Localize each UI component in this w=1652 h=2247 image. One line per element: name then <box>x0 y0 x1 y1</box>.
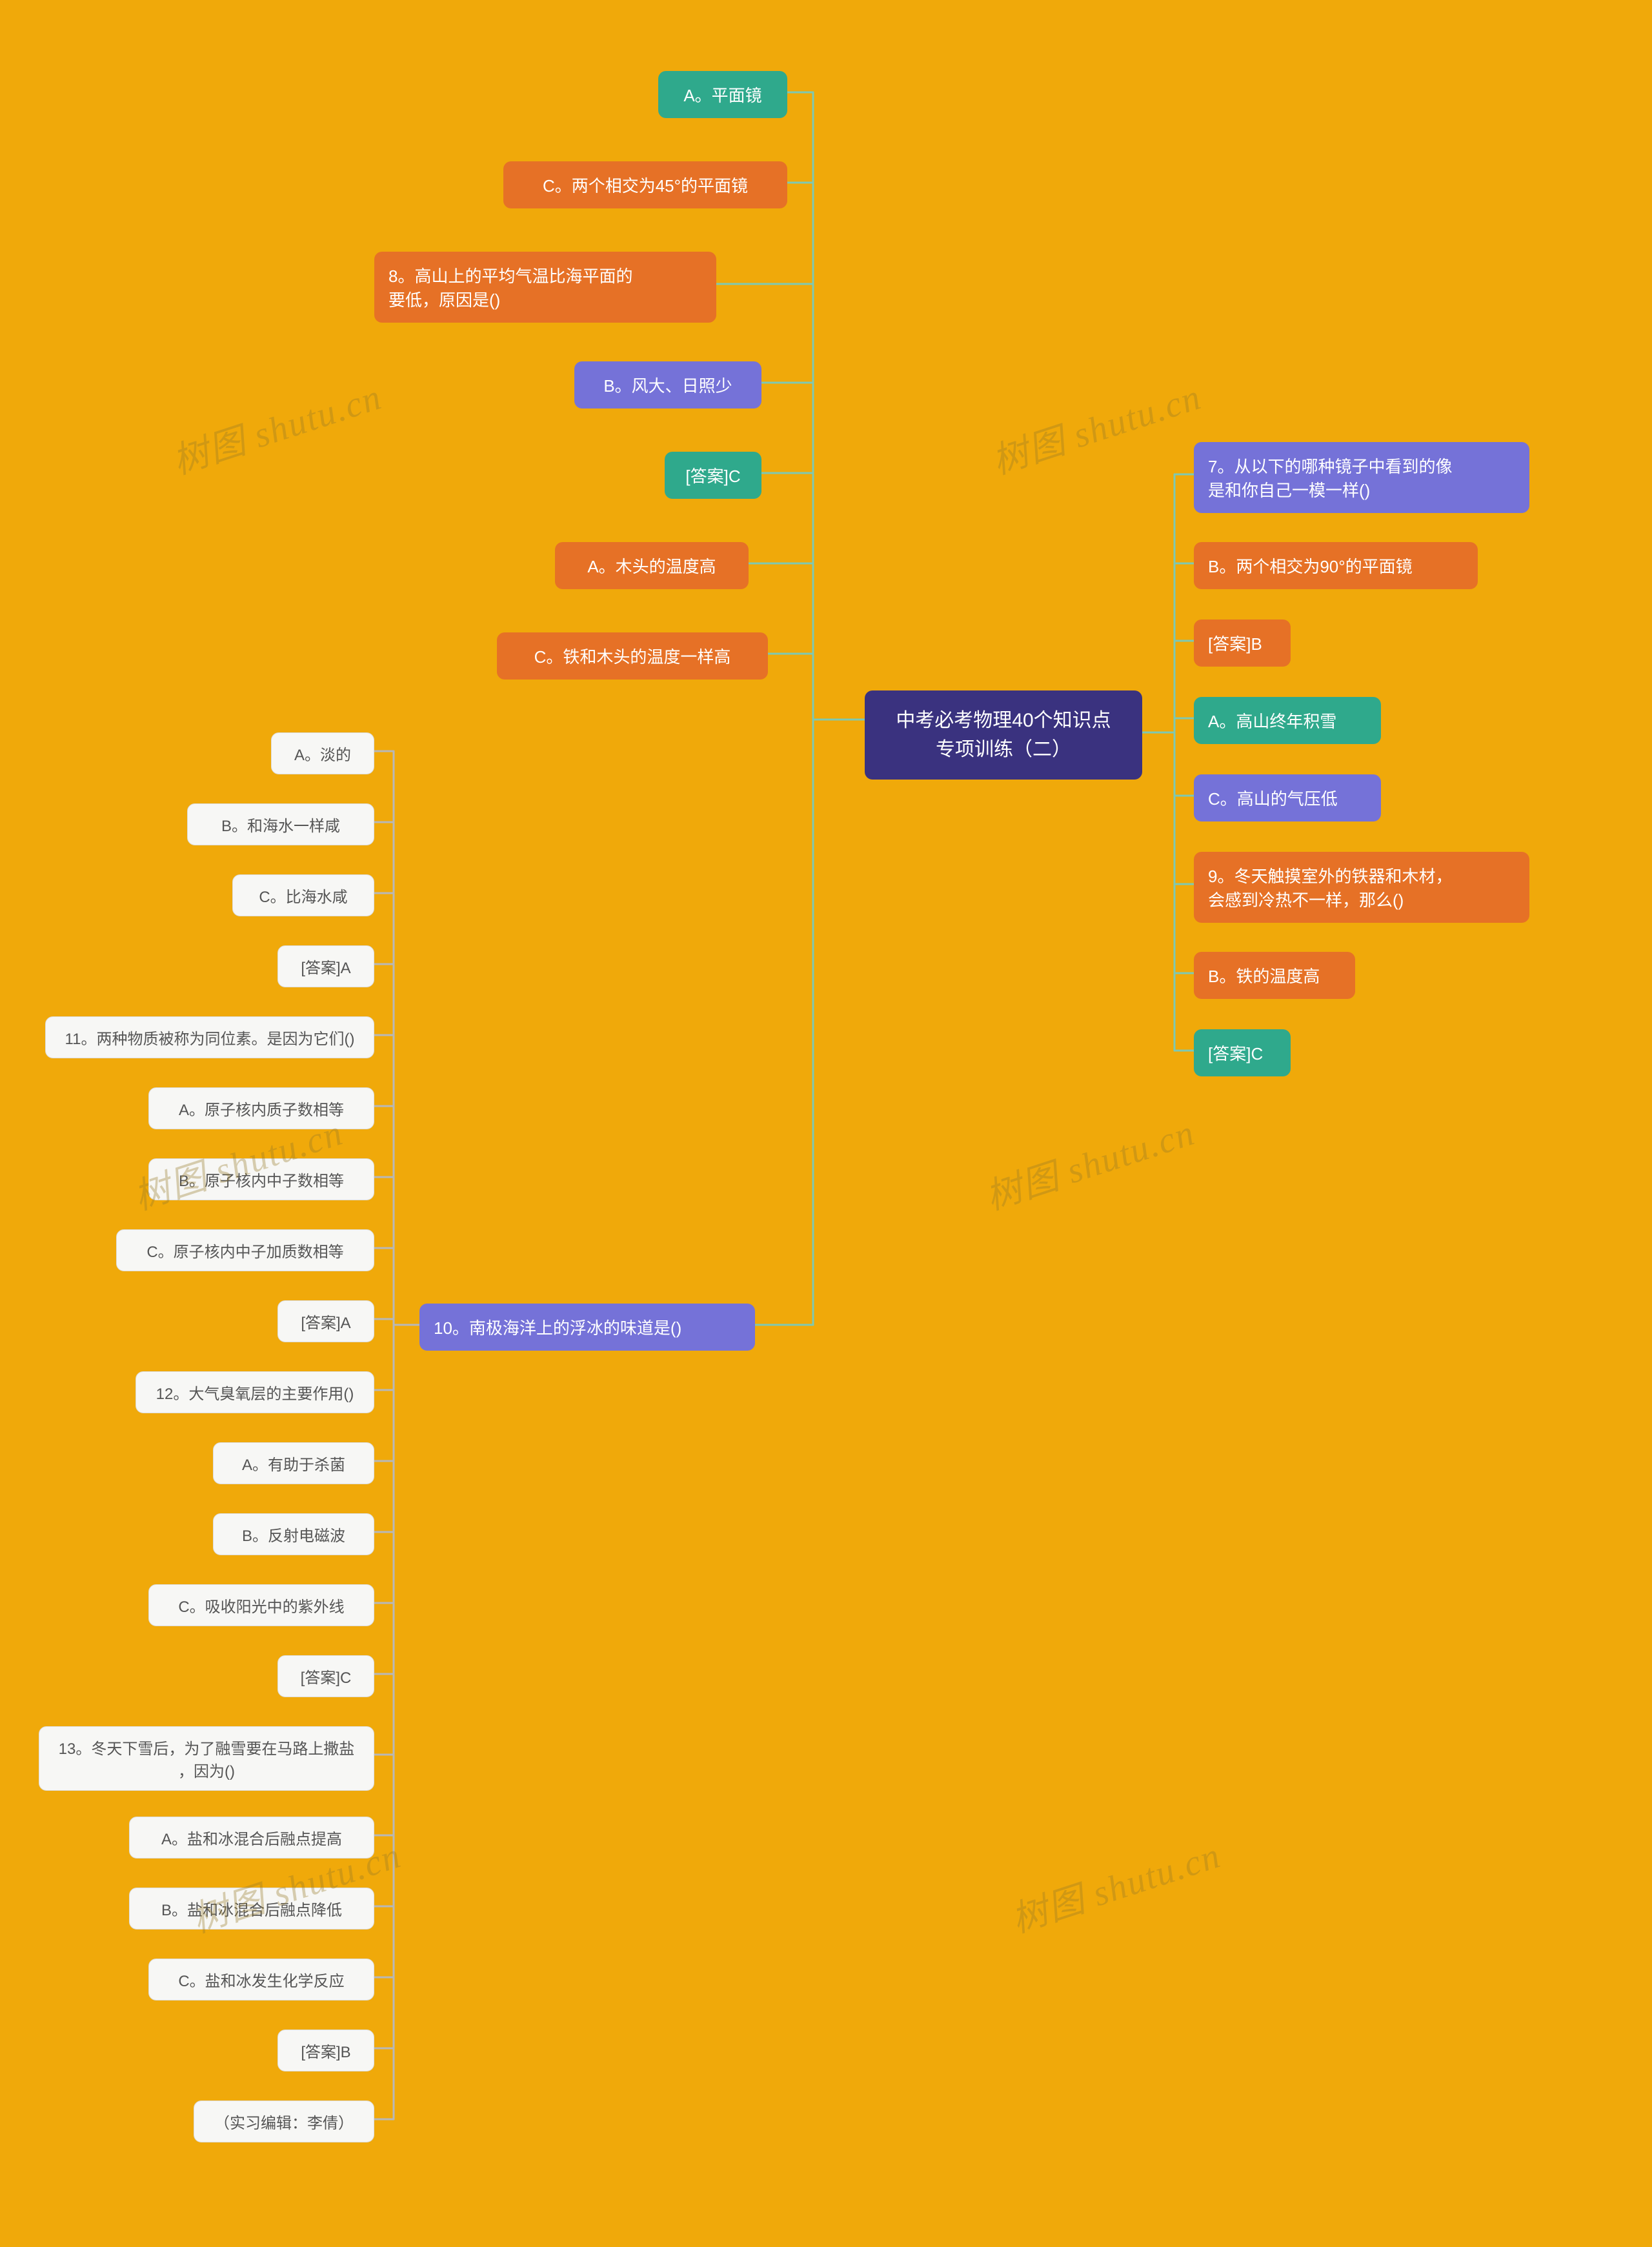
node-label: A。高山终年积雪 <box>1208 709 1336 732</box>
mindmap-node-ll3: C。比海水咸 <box>232 874 374 916</box>
node-label: [答案]B <box>301 2039 350 2062</box>
node-label: [答案]C <box>1208 1041 1263 1065</box>
mindmap-node-r4: A。高山终年积雪 <box>1194 697 1381 744</box>
mindmap-node-lu5: [答案]C <box>665 452 761 499</box>
mindmap-node-ll17: B。盐和冰混合后融点降低 <box>129 1888 374 1930</box>
node-label: B。和海水一样咸 <box>221 813 340 836</box>
node-label: B。风大、日照少 <box>603 373 732 397</box>
mindmap-node-root: 中考必考物理40个知识点 专项训练（二） <box>865 690 1142 780</box>
mindmap-node-ll9: [答案]A <box>277 1300 374 1342</box>
node-label: 中考必考物理40个知识点 专项训练（二） <box>896 706 1111 764</box>
mindmap-node-r7: B。铁的温度高 <box>1194 952 1355 999</box>
node-label: A。原子核内质子数相等 <box>179 1097 344 1120</box>
node-label: 12。大气臭氧层的主要作用() <box>156 1381 354 1404</box>
node-label: B。原子核内中子数相等 <box>179 1168 344 1191</box>
node-label: B。两个相交为90°的平面镜 <box>1208 554 1413 578</box>
node-label: C。两个相交为45°的平面镜 <box>543 173 748 197</box>
mindmap-node-lu1: A。平面镜 <box>658 71 787 118</box>
node-label: 10。南极海洋上的浮冰的味道是() <box>434 1315 681 1339</box>
mindmap-node-ll20: （实习编辑：李倩） <box>194 2101 374 2142</box>
node-label: [答案]C <box>301 1665 352 1688</box>
mindmap-node-ll14: [答案]C <box>277 1655 374 1697</box>
node-label: 11。两种物质被称为同位素。是因为它们() <box>65 1026 355 1049</box>
node-label: C。原子核内中子加质数相等 <box>146 1239 343 1262</box>
mindmap-node-ll16: A。盐和冰混合后融点提高 <box>129 1817 374 1859</box>
node-label: [答案]A <box>301 955 350 978</box>
mindmap-node-r5: C。高山的气压低 <box>1194 774 1381 821</box>
mindmap-node-ll1: A。淡的 <box>271 732 374 774</box>
mindmap-node-lu7: C。铁和木头的温度一样高 <box>497 632 768 680</box>
node-label: C。高山的气压低 <box>1208 786 1338 810</box>
mindmap-node-ll15: 13。冬天下雪后，为了融雪要在马路上撒盐 ，因为() <box>39 1726 374 1791</box>
node-label: C。盐和冰发生化学反应 <box>178 1968 344 1991</box>
node-label: 9。冬天触摸室外的铁器和木材， 会感到冷热不一样，那么() <box>1208 863 1452 911</box>
mindmap-node-ll18: C。盐和冰发生化学反应 <box>148 1959 374 2000</box>
node-label: [答案]C <box>685 463 740 487</box>
node-label: C。铁和木头的温度一样高 <box>534 644 731 668</box>
mindmap-node-r6: 9。冬天触摸室外的铁器和木材， 会感到冷热不一样，那么() <box>1194 852 1529 923</box>
node-label: A。平面镜 <box>683 83 761 106</box>
mindmap-node-ll2: B。和海水一样咸 <box>187 803 374 845</box>
node-label: [答案]B <box>1208 631 1262 655</box>
node-label: B。反射电磁波 <box>242 1523 345 1546</box>
mindmap-node-ll11: A。有助于杀菌 <box>213 1442 374 1484</box>
mindmap-node-ll6: A。原子核内质子数相等 <box>148 1087 374 1129</box>
mindmap-node-ll7: B。原子核内中子数相等 <box>148 1158 374 1200</box>
mindmap-node-ll4: [答案]A <box>277 945 374 987</box>
mindmap-node-ll5: 11。两种物质被称为同位素。是因为它们() <box>45 1016 374 1058</box>
node-label: 7。从以下的哪种镜子中看到的像 是和你自己一模一样() <box>1208 454 1452 501</box>
node-label: [答案]A <box>301 1310 350 1333</box>
node-label: B。盐和冰混合后融点降低 <box>161 1897 342 1920</box>
mindmap-node-lu4: B。风大、日照少 <box>574 361 761 408</box>
mindmap-node-r2: B。两个相交为90°的平面镜 <box>1194 542 1478 589</box>
node-label: A。盐和冰混合后融点提高 <box>161 1826 342 1849</box>
mindmap-node-r1: 7。从以下的哪种镜子中看到的像 是和你自己一模一样() <box>1194 442 1529 513</box>
mindmap-node-lu3: 8。高山上的平均气温比海平面的 要低，原因是() <box>374 252 716 323</box>
node-label: （实习编辑：李倩） <box>214 2110 354 2133</box>
node-label: B。铁的温度高 <box>1208 963 1320 987</box>
mindmap-node-r3: [答案]B <box>1194 620 1291 667</box>
node-label: A。木头的温度高 <box>587 554 716 578</box>
mindmap-node-ll10: 12。大气臭氧层的主要作用() <box>136 1371 374 1413</box>
node-label: A。有助于杀菌 <box>242 1452 345 1475</box>
mindmap-node-llp: 10。南极海洋上的浮冰的味道是() <box>419 1304 755 1351</box>
mindmap-node-lu2: C。两个相交为45°的平面镜 <box>503 161 787 208</box>
mindmap-node-r8: [答案]C <box>1194 1029 1291 1076</box>
mindmap-node-ll8: C。原子核内中子加质数相等 <box>116 1229 374 1271</box>
node-label: 13。冬天下雪后，为了融雪要在马路上撒盐 ，因为() <box>59 1736 355 1781</box>
node-label: 8。高山上的平均气温比海平面的 要低，原因是() <box>388 263 632 311</box>
mindmap-node-ll12: B。反射电磁波 <box>213 1513 374 1555</box>
mindmap-node-ll19: [答案]B <box>277 2030 374 2071</box>
node-label: C。吸收阳光中的紫外线 <box>178 1594 344 1617</box>
node-label: A。淡的 <box>294 742 351 765</box>
mindmap-node-ll13: C。吸收阳光中的紫外线 <box>148 1584 374 1626</box>
node-label: C。比海水咸 <box>259 884 347 907</box>
mindmap-node-lu6: A。木头的温度高 <box>555 542 749 589</box>
